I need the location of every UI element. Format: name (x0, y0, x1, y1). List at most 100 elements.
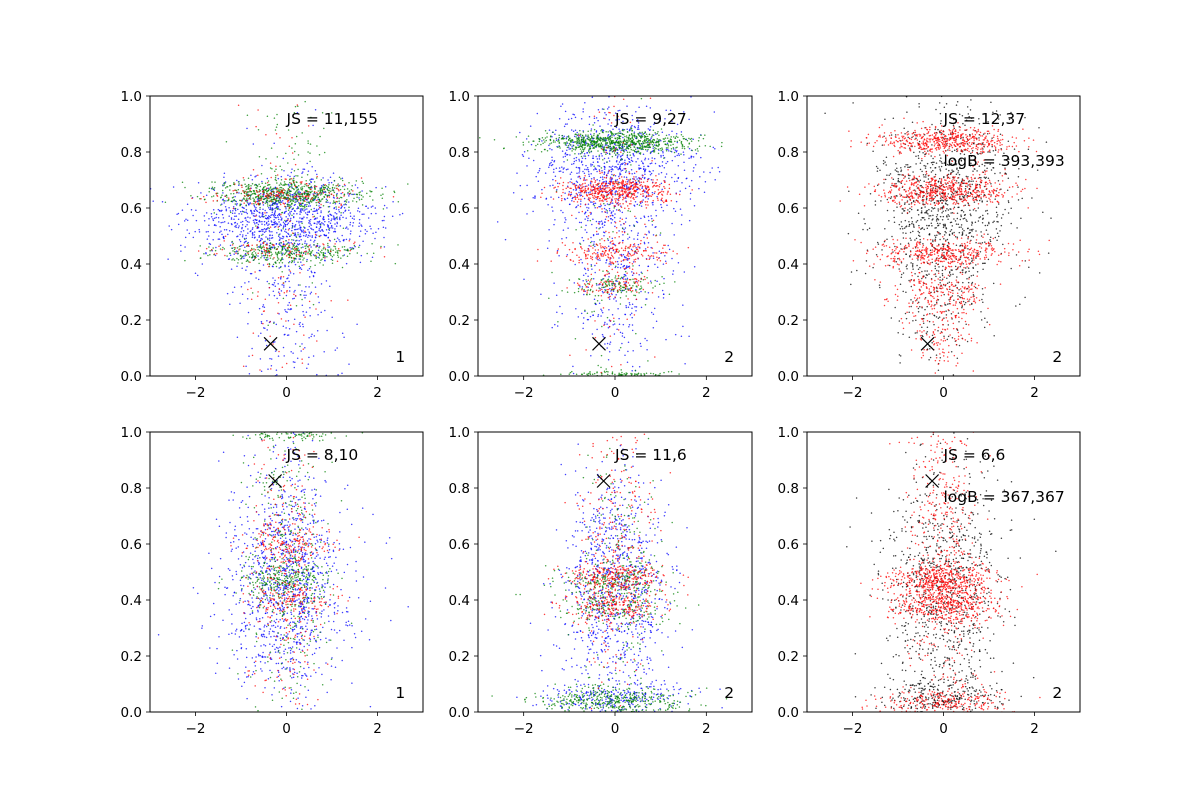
data-point (619, 303, 622, 305)
data-point (332, 172, 335, 174)
data-point (221, 248, 224, 251)
data-point (672, 270, 675, 272)
data-point (292, 361, 295, 363)
data-point (327, 215, 330, 218)
data-point (609, 287, 611, 290)
data-point (590, 163, 592, 165)
data-point (554, 175, 557, 177)
data-point (636, 238, 639, 241)
data-point (284, 280, 287, 283)
data-point (585, 135, 587, 137)
data-point (612, 290, 615, 293)
data-point (276, 223, 279, 225)
data-point (253, 190, 255, 193)
data-point (644, 173, 646, 175)
data-point (383, 255, 386, 258)
data-point (265, 200, 268, 203)
data-point (528, 141, 530, 143)
data-point (692, 156, 695, 158)
data-point (618, 167, 620, 170)
data-point (334, 223, 336, 225)
data-point (299, 202, 302, 205)
data-point (645, 105, 648, 107)
data-point (266, 320, 268, 322)
data-point (315, 208, 318, 211)
data-point (539, 167, 541, 170)
data-point (311, 197, 314, 199)
data-point (285, 215, 287, 218)
data-point (662, 297, 665, 299)
data-point (268, 227, 270, 230)
data-point (339, 249, 341, 252)
data-point (258, 197, 260, 200)
data-point (301, 290, 303, 292)
data-point (335, 193, 338, 196)
data-point (251, 203, 253, 205)
data-point (694, 149, 697, 151)
data-point (690, 137, 693, 140)
data-point (611, 219, 614, 221)
data-point (609, 147, 612, 150)
data-point (263, 306, 266, 308)
data-point (621, 144, 624, 146)
data-point (296, 212, 298, 215)
data-point (589, 315, 592, 318)
data-point (639, 288, 642, 290)
data-point (343, 254, 346, 256)
data-point (626, 259, 629, 261)
data-point (624, 161, 626, 164)
data-point (566, 254, 569, 256)
data-point (664, 255, 666, 257)
data-point (254, 219, 257, 221)
data-point (258, 215, 261, 217)
data-point (358, 210, 361, 213)
data-point (267, 252, 269, 254)
data-point (260, 197, 263, 200)
data-point (670, 150, 672, 153)
data-point (200, 197, 202, 200)
data-point (627, 238, 629, 240)
data-point (652, 129, 655, 131)
data-point (643, 236, 645, 239)
data-point (594, 202, 597, 205)
data-point (290, 256, 293, 259)
data-point (283, 253, 286, 256)
data-point (261, 246, 264, 249)
data-point (572, 162, 575, 165)
data-point (668, 139, 670, 142)
data-point (273, 247, 276, 250)
data-point (241, 220, 244, 223)
data-point (293, 212, 295, 215)
data-point (640, 306, 643, 309)
data-point (382, 208, 385, 210)
data-point (615, 300, 617, 302)
data-point (308, 248, 310, 250)
data-point (288, 244, 291, 246)
data-point (625, 266, 628, 268)
data-point (341, 332, 344, 334)
data-point (284, 265, 286, 268)
data-point (622, 122, 624, 125)
data-point (241, 236, 244, 238)
data-point (284, 244, 287, 247)
data-point (538, 140, 541, 143)
data-point (354, 193, 356, 195)
data-point (274, 251, 277, 254)
data-point (261, 220, 263, 223)
data-point (338, 200, 340, 202)
data-point (588, 173, 590, 175)
data-point (624, 313, 627, 316)
data-point (611, 136, 613, 139)
data-point (292, 257, 295, 259)
data-point (336, 218, 339, 220)
data-point (248, 256, 251, 258)
data-point (607, 134, 610, 136)
data-point (299, 236, 301, 238)
data-point (616, 157, 619, 159)
data-point (293, 194, 295, 197)
data-point (328, 189, 330, 192)
data-point (241, 244, 243, 247)
data-point (627, 148, 630, 150)
data-point (277, 245, 280, 248)
data-point (307, 197, 310, 200)
